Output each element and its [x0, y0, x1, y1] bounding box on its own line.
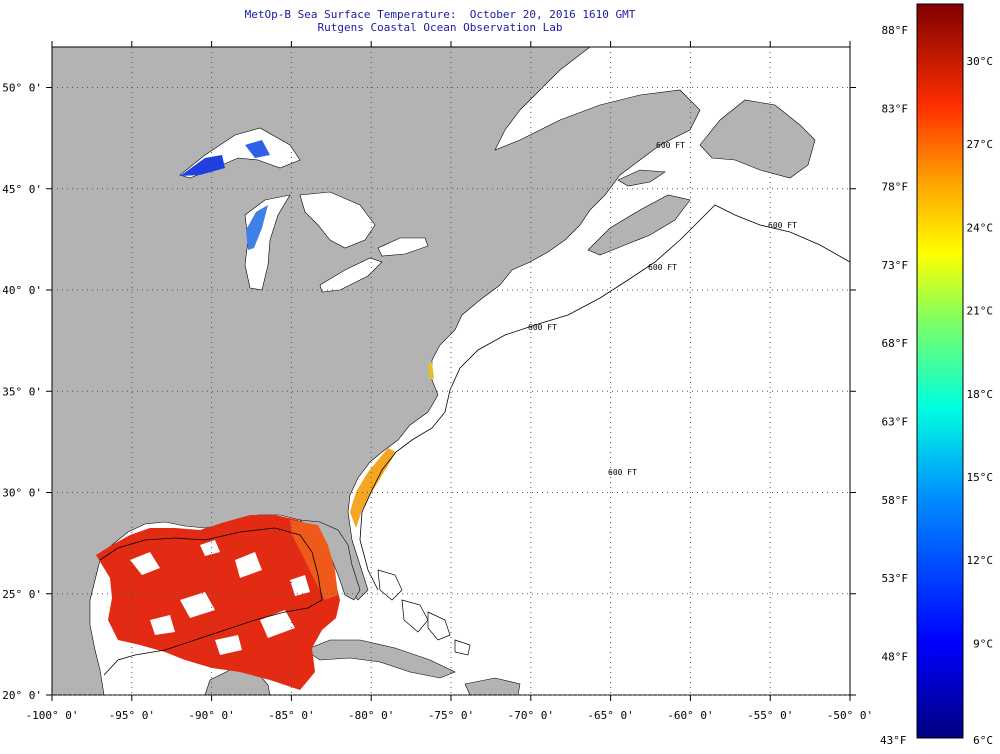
axis-ticks: -100° 0' -95° 0' -90° 0' -85° 0' -80° 0' -75°…	[2, 41, 873, 722]
sst-gulf-of-mexico	[96, 515, 340, 690]
lon-tick-label: -100° 0'	[26, 709, 79, 722]
contour-labels: 600 FT 600 FT 600 FT 600 FT 600 FT	[528, 141, 797, 477]
lat-tick-label: 20° 0'	[2, 689, 42, 702]
title-line-2: Rutgens Coastal Ocean Observation Lab	[317, 21, 563, 34]
sst-lake-superior-east	[245, 140, 270, 158]
lon-tick-label: -95° 0'	[109, 709, 155, 722]
sst-lake-superior	[180, 155, 225, 176]
colorbar-gradient	[916, 3, 964, 739]
colorbar-f-label: 88°F	[882, 24, 909, 37]
colorbar-c-label: 9°C	[973, 637, 993, 650]
lon-tick-label: -50° 0'	[827, 709, 873, 722]
colorbar-f-label: 68°F	[882, 337, 909, 350]
colorbar-c-label: 12°C	[967, 554, 994, 567]
lon-tick-label: -65° 0'	[587, 709, 633, 722]
colorbar: 88°F 83°F 78°F 73°F 68°F 63°F 58°F 53°F 48°F 43°F…	[880, 3, 994, 747]
svg-text:600 FT: 600 FT	[528, 323, 557, 332]
colorbar-c-label: 18°C	[967, 388, 994, 401]
lake-ontario	[377, 237, 429, 257]
colorbar-f-label: 43°F	[880, 734, 907, 747]
lon-tick-label: -55° 0'	[747, 709, 793, 722]
land-newfoundland	[699, 99, 816, 179]
colorbar-c-label: 6°C	[973, 734, 993, 747]
colorbar-f-label: 63°F	[882, 416, 909, 429]
svg-text:600 FT: 600 FT	[648, 263, 677, 272]
lat-lon-grid	[52, 47, 850, 696]
lake-erie	[319, 257, 383, 293]
colorbar-f-label: 48°F	[882, 650, 909, 663]
land-nova-scotia	[587, 194, 691, 256]
lon-tick-label: -85° 0'	[268, 709, 314, 722]
colorbar-c-label: 15°C	[967, 471, 994, 484]
colorbar-c-label: 30°C	[967, 55, 994, 68]
colorbar-f-label: 73°F	[882, 259, 909, 272]
colorbar-f-label: 78°F	[882, 181, 909, 194]
lat-tick-label: 25° 0'	[2, 588, 42, 601]
gulf-shelf-contour	[99, 527, 323, 676]
land-hispaniola	[464, 677, 521, 695]
colorbar-f-label: 58°F	[882, 494, 909, 507]
sst-cloud-gaps	[130, 540, 310, 655]
colorbar-c-label: 21°C	[967, 305, 994, 318]
sst-lake-michigan	[246, 205, 268, 250]
lat-tick-label: 30° 0'	[2, 487, 42, 500]
land-cuba	[304, 639, 456, 679]
lon-tick-label: -90° 0'	[188, 709, 234, 722]
svg-text:600 FT: 600 FT	[656, 141, 685, 150]
lat-tick-label: 35° 0'	[2, 385, 42, 398]
lon-tick-label: -70° 0'	[508, 709, 554, 722]
lat-tick-label: 40° 0'	[2, 284, 42, 297]
depth-contour	[359, 204, 850, 591]
lat-tick-label: 50° 0'	[2, 82, 42, 95]
lake-huron	[299, 191, 376, 249]
colorbar-f-label: 83°F	[882, 102, 909, 115]
svg-text:600 FT: 600 FT	[768, 221, 797, 230]
title-line-1: MetOp-B Sea Surface Temperature: October…	[244, 8, 636, 21]
lat-tick-label: 45° 0'	[2, 183, 42, 196]
bahamas	[377, 569, 471, 656]
sst-chesapeake	[428, 362, 434, 380]
map-title: MetOp-B Sea Surface Temperature: October…	[0, 8, 880, 34]
colorbar-f-label: 53°F	[882, 572, 909, 585]
lon-tick-label: -75° 0'	[428, 709, 474, 722]
land-north-america	[52, 47, 701, 695]
colorbar-c-label: 27°C	[967, 138, 994, 151]
lon-tick-label: -80° 0'	[348, 709, 394, 722]
lon-tick-label: -60° 0'	[667, 709, 713, 722]
land-pei	[617, 169, 666, 187]
colorbar-c-label: 24°C	[967, 221, 994, 234]
svg-text:600 FT: 600 FT	[608, 468, 637, 477]
